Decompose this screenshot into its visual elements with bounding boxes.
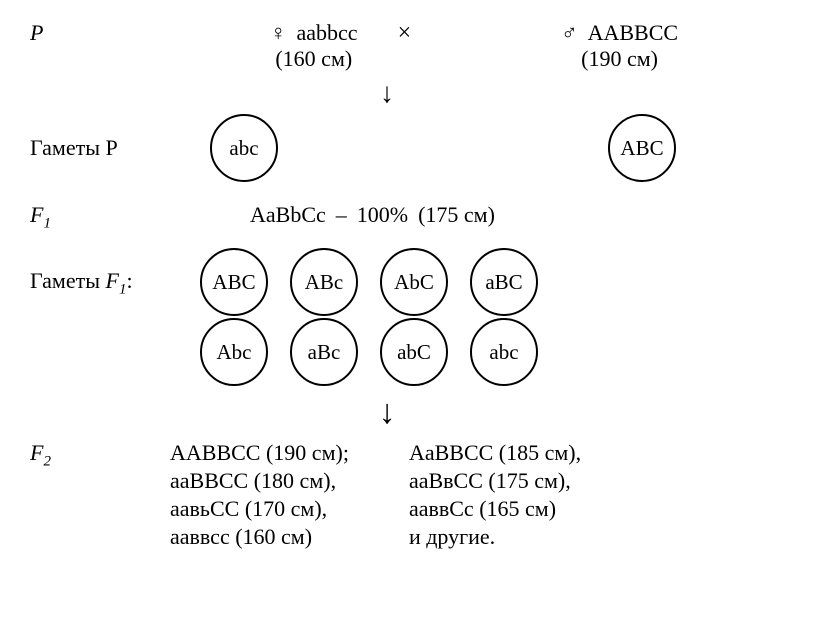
female-measure: (160 см) [275, 46, 352, 72]
female-genotype: aabbcc [297, 20, 358, 46]
f1-label-f: F [30, 202, 43, 227]
f2-genotype: AaBBCC [409, 440, 493, 465]
male-parent: ♂ AABBCC (190 см) [561, 20, 678, 72]
gamete-f1-col-0: ABC Abc [200, 248, 268, 386]
f2-content: AABBCC (190 см); aaBBCC (180 см), аавьCC… [170, 440, 804, 550]
f2-item: и другие. [409, 524, 581, 550]
p-label: P [30, 20, 170, 46]
f2-measure: (190 см); [266, 440, 349, 465]
gamete-f1-col-2: AbC abC [380, 248, 448, 386]
f2-genotype: ааввCс [409, 496, 474, 521]
f2-item: AABBCC (190 см); [170, 440, 349, 466]
f2-col-1: AABBCC (190 см); aaBBCC (180 см), аавьCC… [170, 440, 349, 550]
f1-dash: – [336, 202, 347, 228]
female-parent: ♀ aabbcc (160 см) [270, 20, 358, 72]
f2-item: ааввсс (160 см) [170, 524, 349, 550]
gamete-f1-cell: aBc [290, 318, 358, 386]
gametes-f1-pre: Гаметы [30, 268, 106, 293]
f2-genotype: AABBCC [170, 440, 260, 465]
f1-label: F1 [30, 202, 170, 232]
cross-symbol: × [398, 20, 412, 47]
f2-genotype: ааввсс [170, 524, 230, 549]
gametes-f1-label: Гаметы F1: [30, 248, 170, 298]
f2-col-2: AaBBCC (185 см), aaBвCC (175 см), ааввCс… [409, 440, 581, 550]
parents-content: ♀ aabbcc (160 см) × ♂ AABBCC (190 см) [170, 20, 804, 72]
gametes-p-text: Гаметы P [30, 135, 118, 160]
p-label-text: P [30, 20, 43, 45]
f2-measure: (180 см), [254, 468, 336, 493]
male-genotype-line: ♂ AABBCC [561, 20, 678, 46]
gamete-f1-cell: Abc [200, 318, 268, 386]
gamete-f1-cell: abc [470, 318, 538, 386]
gamete-f1-cell: aBC [470, 248, 538, 316]
f2-label-f: F [30, 440, 43, 465]
gamete-f1-cell: ABC [200, 248, 268, 316]
f2-item: aaBBCC (180 см), [170, 468, 349, 494]
f1-measure: (175 см) [418, 202, 495, 228]
f2-genotype: аавьCC [170, 496, 239, 521]
gamete-f1-cell: abC [380, 318, 448, 386]
f2-measure: (185 см), [499, 440, 581, 465]
f2-measure: (170 см), [245, 496, 327, 521]
arrow-1: ↓ [0, 80, 774, 108]
gamete-f1-grid: ABC Abc ABc aBc AbC abC aBC abc [200, 248, 538, 386]
f1-genotype: AaBbCc [250, 202, 326, 228]
f2-label-sub: 2 [43, 454, 51, 470]
f2-measure: (165 см) [479, 496, 556, 521]
gamete-f1-col-1: ABc aBc [290, 248, 358, 386]
f1-row: F1 AaBbCc – 100% (175 см) [30, 202, 804, 232]
gametes-p-label: Гаметы P [30, 135, 170, 161]
gamete-f1-cell: AbC [380, 248, 448, 316]
f2-measure: (175 см), [488, 468, 570, 493]
f2-genotype: aaBвCC [409, 468, 483, 493]
gametes-f1-row: Гаметы F1: ABC Abc ABc aBc AbC abC aBC a… [30, 248, 804, 386]
down-arrow-icon: ↓ [380, 80, 394, 108]
f2-item: аавьCC (170 см), [170, 496, 349, 522]
parents-row: P ♀ aabbcc (160 см) × ♂ AABBCC (190 см) [30, 20, 804, 72]
f2-item: aaBвCC (175 см), [409, 468, 581, 494]
f2-measure: (160 см) [235, 524, 312, 549]
gamete-f1-cell: ABc [290, 248, 358, 316]
down-arrow-icon: ↓ [379, 396, 396, 430]
f2-row: F2 AABBCC (190 см); aaBBCC (180 см), аав… [30, 440, 804, 550]
gamete-p-male: ABC [608, 114, 676, 182]
f2-item: ааввCс (165 см) [409, 496, 581, 522]
gametes-p-content: abc ABC [170, 114, 804, 182]
f1-content: AaBbCc – 100% (175 см) [250, 202, 804, 228]
f1-label-sub: 1 [43, 215, 51, 231]
f2-measure: и другие. [409, 524, 495, 549]
gamete-f1-col-3: aBC abc [470, 248, 538, 386]
f2-genotype: aaBBCC [170, 468, 248, 493]
gametes-f1-f: F [106, 268, 119, 293]
female-genotype-line: ♀ aabbcc [270, 20, 358, 46]
f2-item: AaBBCC (185 см), [409, 440, 581, 466]
gametes-p-row: Гаметы P abc ABC [30, 114, 804, 182]
male-genotype: AABBCC [588, 20, 678, 46]
gamete-p-female: abc [210, 114, 278, 182]
f1-percent: 100% [357, 202, 408, 228]
gametes-f1-content: ABC Abc ABc aBc AbC abC aBC abc [170, 248, 804, 386]
male-symbol: ♂ [561, 20, 578, 46]
male-measure: (190 см) [581, 46, 658, 72]
f2-label: F2 [30, 440, 170, 470]
arrow-2: ↓ [0, 396, 774, 430]
f2-grid: AABBCC (190 см); aaBBCC (180 см), аавьCC… [170, 440, 581, 550]
gametes-f1-colon: : [126, 268, 132, 293]
female-symbol: ♀ [270, 20, 287, 46]
